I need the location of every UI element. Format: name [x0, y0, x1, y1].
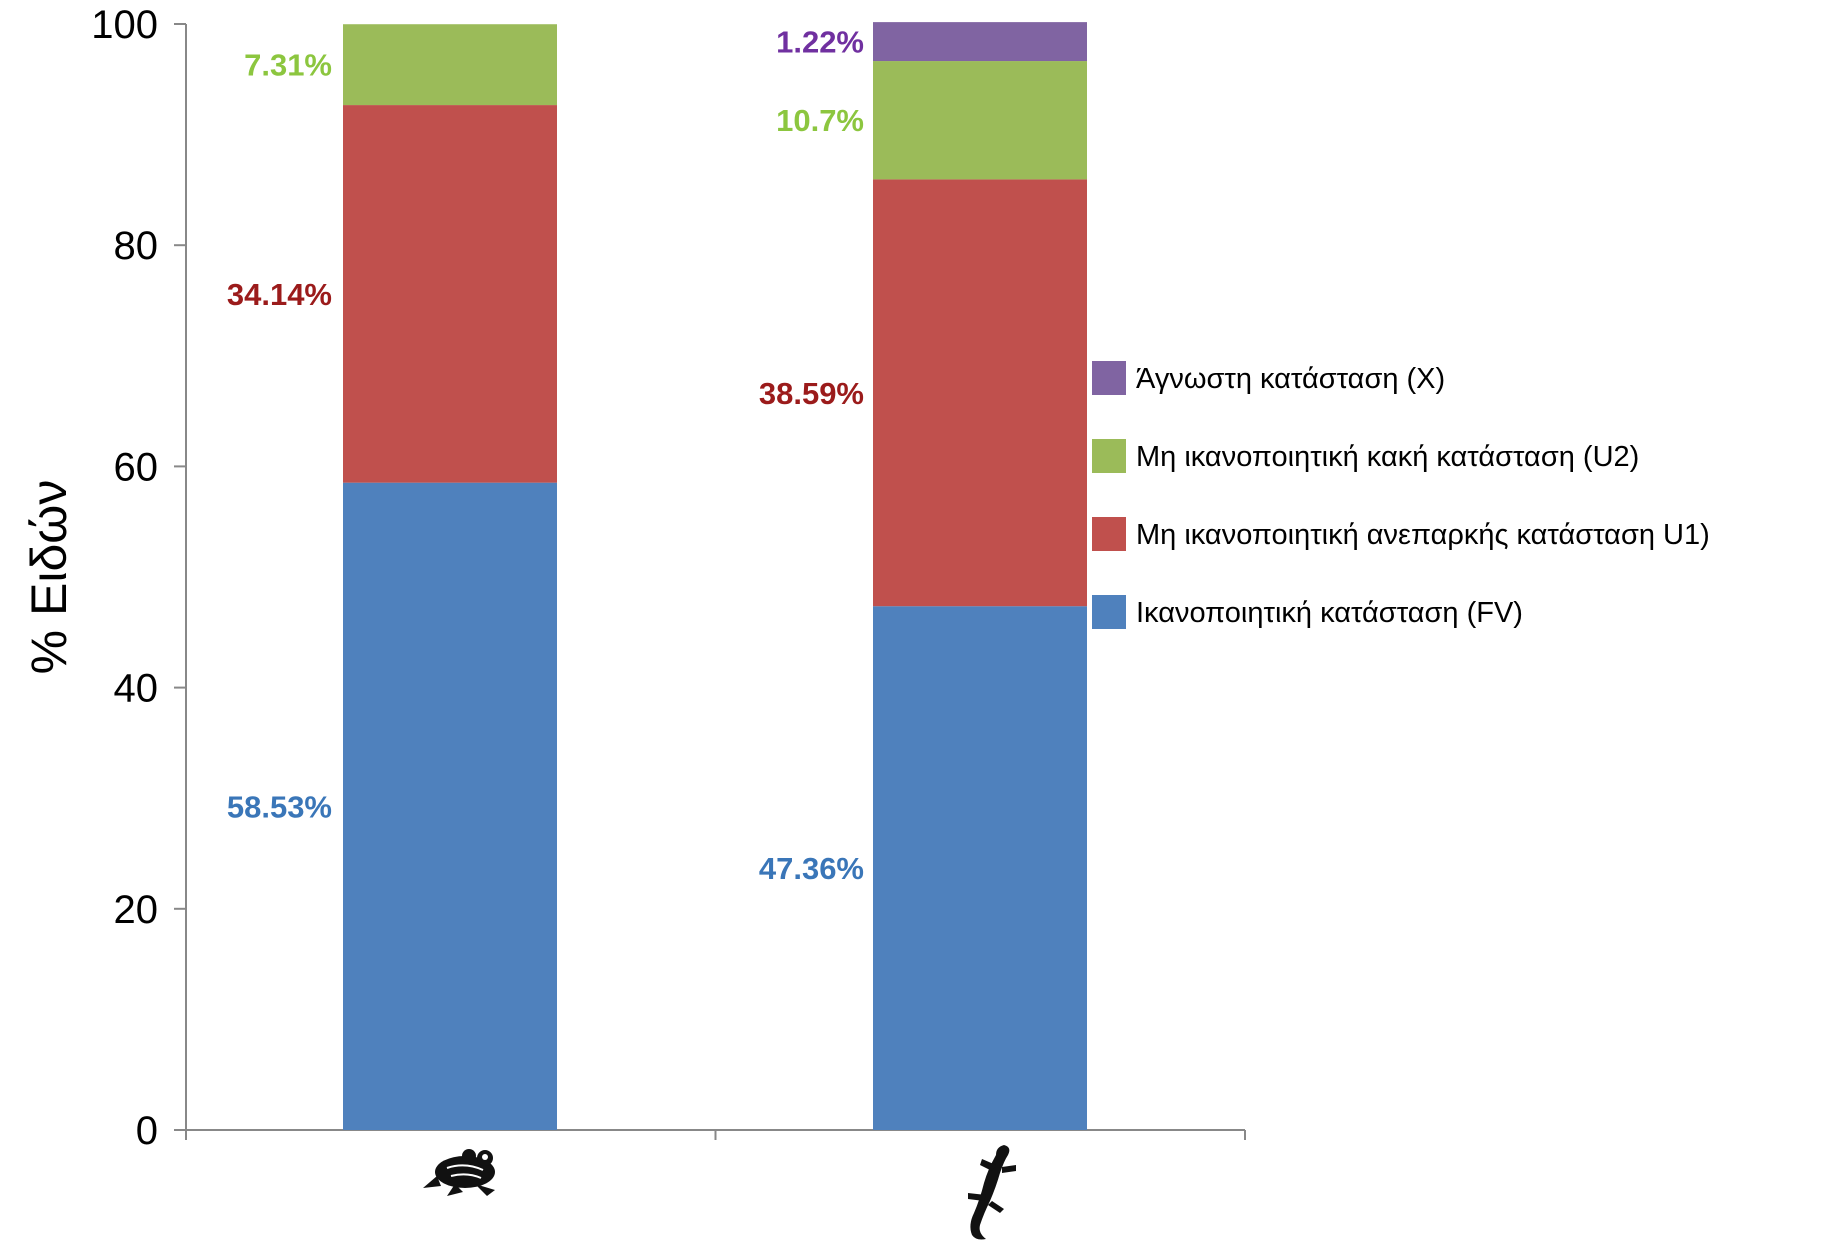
- data-label: 47.36%: [759, 851, 864, 886]
- bar-frog-icon-u2: [343, 24, 557, 106]
- y-tick-label: 0: [136, 1109, 158, 1153]
- lizard-icon: [968, 1145, 1016, 1240]
- legend-swatch: [1092, 517, 1126, 551]
- legend-swatch: [1092, 361, 1126, 395]
- y-tick-label: 40: [114, 667, 159, 711]
- data-label: 7.31%: [244, 48, 332, 83]
- y-tick-label: 80: [114, 224, 159, 268]
- plot-area: 0 20 40 60 80 100 % Ειδών: [21, 3, 1246, 1153]
- bar-lizard-icon-x: [873, 22, 1087, 62]
- frog-icon: [423, 1149, 495, 1196]
- legend-label: Μη ικανοποιητική κακή κατάσταση (U2): [1136, 441, 1639, 473]
- legend-label: Ικανοποιητική κατάσταση (FV): [1136, 597, 1523, 629]
- legend-label: Άγνωστη κατάσταση (X): [1136, 363, 1445, 395]
- data-labels: 58.53% 34.14% 7.31% 47.36% 38.59% 10.7% 1.22%: [227, 25, 864, 887]
- data-label: 38.59%: [759, 376, 864, 411]
- legend-swatch: [1092, 439, 1126, 473]
- bar-lizard-icon-fv: [873, 606, 1087, 1130]
- bar-lizard-icon-u1: [873, 179, 1087, 607]
- data-label: 58.53%: [227, 789, 332, 824]
- legend-swatch: [1092, 595, 1126, 629]
- data-label: 10.7%: [776, 103, 864, 138]
- legend: Άγνωστη κατάσταση (X) Μη ικανοποιητική κα…: [1092, 361, 1710, 629]
- y-tick-label: 20: [114, 888, 159, 932]
- legend-label: Μη ικανοποιητική ανεπαρκής κατάσταση U1): [1136, 519, 1710, 551]
- data-label: 1.22%: [776, 25, 864, 60]
- y-tick-label: 60: [114, 445, 159, 489]
- bar-frog-icon-u1: [343, 105, 557, 483]
- y-tick-label: 100: [91, 3, 158, 47]
- bar-lizard-icon-u2: [873, 61, 1087, 180]
- y-axis-label: % Ειδών: [21, 480, 77, 675]
- data-label: 34.14%: [227, 277, 332, 312]
- bar-frog-icon-fv: [343, 482, 557, 1130]
